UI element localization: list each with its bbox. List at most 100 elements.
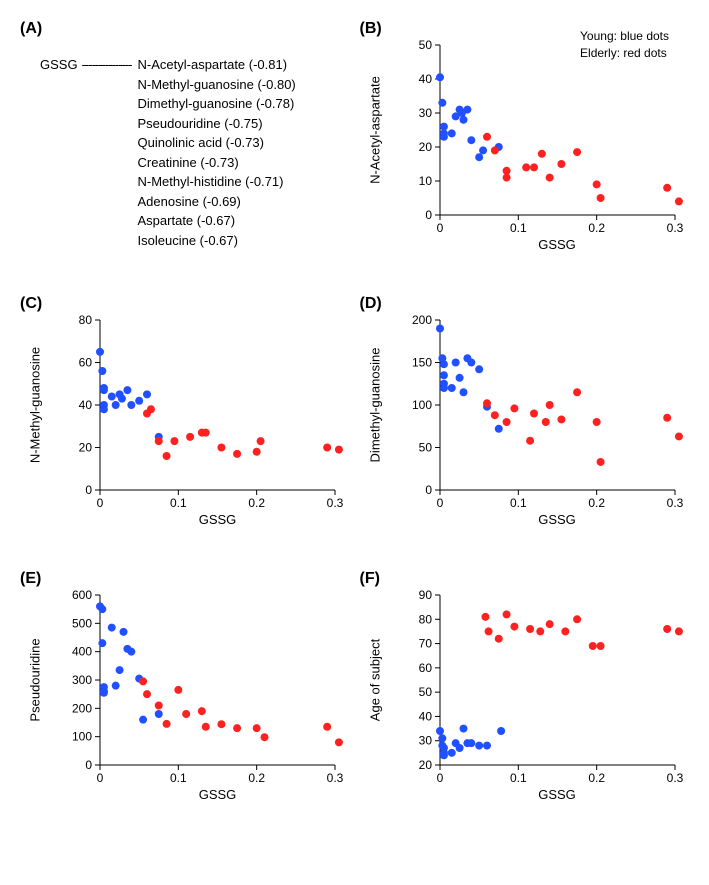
correlation-item: Adenosine (-0.69) (138, 192, 296, 212)
point-elderly (541, 418, 549, 426)
point-elderly (198, 707, 206, 715)
scatter-e: 00.10.20.30100200300400500600 (65, 590, 345, 800)
point-young (100, 405, 108, 413)
svg-text:50: 50 (418, 40, 432, 52)
svg-text:0: 0 (85, 483, 92, 497)
point-elderly (592, 418, 600, 426)
point-elderly (233, 724, 241, 732)
correlation-item: N-Methyl-guanosine (-0.80) (138, 75, 296, 95)
point-elderly (155, 702, 163, 710)
point-elderly (490, 411, 498, 419)
point-elderly (217, 444, 225, 452)
point-young (467, 359, 475, 367)
point-elderly (510, 404, 518, 412)
svg-text:0: 0 (425, 208, 432, 222)
ylabel-c: N-Methyl-guanosine (28, 347, 43, 463)
scatter-f: 00.10.20.32030405060708090 (405, 590, 685, 800)
ylabel-f: Age of subject (367, 639, 382, 721)
point-elderly (323, 723, 331, 731)
point-elderly (182, 710, 190, 718)
point-elderly (573, 148, 581, 156)
scatter-c: 00.10.20.3020406080 (65, 315, 345, 525)
svg-text:30: 30 (418, 734, 432, 748)
point-elderly (545, 401, 553, 409)
point-elderly (674, 432, 682, 440)
panel-a-label: (A) (20, 20, 42, 38)
point-young (494, 425, 502, 433)
panel-a-list: N-Acetyl-aspartate (-0.81)N-Methyl-guano… (138, 55, 296, 250)
panel-a-dash: --------------- (82, 55, 138, 250)
svg-text:0.1: 0.1 (509, 496, 526, 510)
svg-text:0.2: 0.2 (588, 771, 605, 785)
svg-text:80: 80 (418, 612, 432, 626)
point-elderly (253, 448, 261, 456)
point-young (139, 716, 147, 724)
point-young (436, 325, 444, 333)
svg-text:150: 150 (411, 356, 431, 370)
svg-text:80: 80 (79, 315, 93, 327)
svg-text:0.1: 0.1 (170, 771, 187, 785)
point-elderly (483, 133, 491, 141)
panel-b: (B) Young: blue dots Elderly: red dots 0… (360, 20, 690, 275)
panel-d: (D) 00.10.20.3050100150200 Dimethyl-guan… (360, 295, 690, 550)
svg-text:600: 600 (72, 590, 92, 602)
svg-text:40: 40 (418, 709, 432, 723)
panel-e: (E) 00.10.20.30100200300400500600 Pseudo… (20, 570, 350, 825)
svg-text:0.3: 0.3 (327, 771, 344, 785)
point-elderly (481, 613, 489, 621)
panel-d-label: (D) (360, 295, 382, 313)
svg-text:0.3: 0.3 (666, 496, 683, 510)
point-elderly (170, 437, 178, 445)
svg-text:0: 0 (97, 771, 104, 785)
point-young (98, 367, 106, 375)
correlation-item: Aspartate (-0.67) (138, 211, 296, 231)
svg-text:500: 500 (72, 616, 92, 630)
point-young (463, 106, 471, 114)
svg-text:50: 50 (418, 441, 432, 455)
panel-c: (C) 00.10.20.3020406080 N-Methyl-guanosi… (20, 295, 350, 550)
svg-text:20: 20 (418, 758, 432, 772)
point-young (436, 73, 444, 81)
point-elderly (490, 146, 498, 154)
point-young (127, 401, 135, 409)
correlation-item: Dimethyl-guanosine (-0.78) (138, 94, 296, 114)
point-elderly (573, 388, 581, 396)
point-young (439, 384, 447, 392)
point-young (143, 390, 151, 398)
point-elderly (510, 623, 518, 631)
point-elderly (522, 163, 530, 171)
point-young (467, 739, 475, 747)
point-elderly (484, 627, 492, 635)
point-young (155, 710, 163, 718)
point-elderly (596, 458, 604, 466)
figure-grid: (A) GSSG --------------- N-Acetyl-aspart… (20, 20, 689, 825)
svg-text:0.1: 0.1 (509, 771, 526, 785)
point-young (459, 388, 467, 396)
point-young (438, 734, 446, 742)
point-elderly (526, 437, 534, 445)
point-elderly (526, 625, 534, 633)
point-young (98, 639, 106, 647)
point-elderly (323, 444, 331, 452)
point-young (475, 153, 483, 161)
svg-text:30: 30 (418, 106, 432, 120)
point-elderly (139, 677, 147, 685)
point-young (483, 742, 491, 750)
svg-text:200: 200 (411, 315, 431, 327)
svg-text:10: 10 (418, 174, 432, 188)
svg-text:0: 0 (97, 496, 104, 510)
point-elderly (545, 620, 553, 628)
point-elderly (596, 642, 604, 650)
point-young (455, 744, 463, 752)
point-young (467, 136, 475, 144)
point-elderly (674, 197, 682, 205)
point-young (439, 133, 447, 141)
svg-text:90: 90 (418, 590, 432, 602)
correlation-item: Quinolinic acid (-0.73) (138, 133, 296, 153)
point-elderly (588, 642, 596, 650)
panel-a-content: GSSG --------------- N-Acetyl-aspartate … (40, 55, 296, 250)
svg-text:100: 100 (411, 398, 431, 412)
xlabel-e: GSSG (193, 787, 243, 802)
point-elderly (545, 174, 553, 182)
point-young (439, 371, 447, 379)
